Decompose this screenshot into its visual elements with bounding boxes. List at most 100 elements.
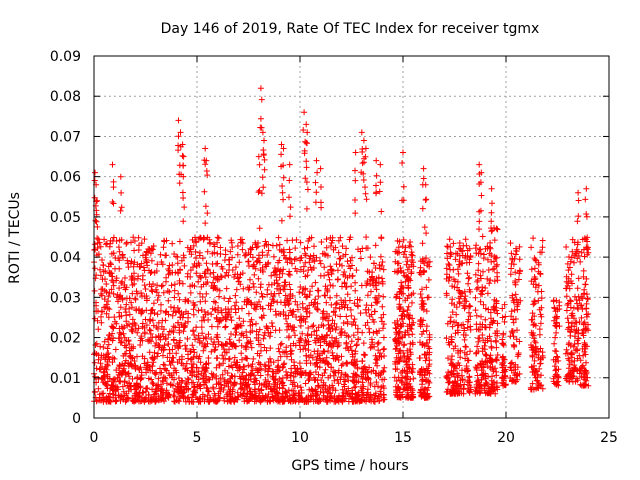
data-point <box>222 323 229 330</box>
data-point <box>537 249 544 256</box>
data-point <box>320 322 327 329</box>
data-point <box>381 364 388 371</box>
data-point <box>269 323 276 330</box>
data-point <box>151 370 158 377</box>
data-point <box>145 375 152 382</box>
data-point <box>202 269 209 275</box>
data-point <box>231 354 238 361</box>
data-point <box>103 289 110 295</box>
data-point <box>407 376 414 383</box>
data-point <box>579 306 586 313</box>
data-point <box>339 392 346 399</box>
data-point <box>570 343 577 350</box>
data-point <box>455 295 462 302</box>
data-point <box>91 265 98 272</box>
data-point <box>564 315 571 322</box>
data-point <box>500 362 507 369</box>
data-point <box>124 322 131 329</box>
data-point <box>274 364 281 371</box>
data-point <box>539 349 546 356</box>
data-point <box>313 157 320 164</box>
data-point <box>185 376 192 383</box>
data-point <box>341 269 348 275</box>
data-point <box>160 394 167 401</box>
data-point <box>155 375 162 382</box>
data-point <box>457 354 464 361</box>
data-point <box>262 376 269 383</box>
data-point <box>202 311 209 318</box>
data-point <box>127 382 134 389</box>
data-point <box>486 244 493 251</box>
x-tick-label: 25 <box>600 430 618 446</box>
data-point <box>315 371 322 378</box>
data-point <box>575 275 582 282</box>
data-point <box>270 376 277 382</box>
data-point <box>216 293 222 300</box>
data-point <box>108 250 115 257</box>
data-point <box>534 384 541 391</box>
data-point <box>317 339 324 346</box>
data-point <box>380 368 387 375</box>
data-point <box>214 331 221 338</box>
data-point <box>247 340 254 347</box>
data-point <box>296 289 303 296</box>
data-point <box>216 316 223 323</box>
data-point <box>141 293 148 300</box>
data-point <box>578 293 585 300</box>
data-point <box>514 371 521 378</box>
data-point <box>261 329 268 336</box>
data-point <box>159 377 166 384</box>
data-point <box>111 314 118 321</box>
data-point <box>332 244 339 251</box>
data-point <box>253 335 260 341</box>
data-point <box>190 306 197 313</box>
data-point <box>287 377 294 384</box>
data-point <box>348 312 355 319</box>
data-point <box>245 362 252 369</box>
data-point <box>528 244 535 251</box>
data-point <box>552 347 558 354</box>
data-point <box>227 398 234 405</box>
data-point <box>287 291 294 298</box>
data-point <box>95 326 102 333</box>
data-point <box>553 381 559 388</box>
data-point <box>193 255 199 262</box>
data-point <box>426 331 433 338</box>
data-point <box>277 341 284 348</box>
data-point <box>373 370 380 377</box>
data-point <box>169 269 176 276</box>
data-point <box>366 397 373 403</box>
data-point <box>302 345 309 352</box>
data-point <box>466 302 473 309</box>
data-point <box>304 140 310 147</box>
data-point <box>134 353 140 360</box>
data-point <box>452 256 459 263</box>
data-point <box>352 177 359 184</box>
data-point <box>331 320 338 327</box>
data-point <box>502 382 509 389</box>
data-point <box>465 275 472 282</box>
data-point <box>313 254 320 261</box>
data-point <box>253 320 259 327</box>
data-point <box>133 381 140 388</box>
data-point <box>342 378 349 385</box>
data-point <box>582 376 588 383</box>
data-point <box>376 265 383 272</box>
data-point <box>361 352 368 359</box>
data-point <box>305 377 312 384</box>
x-tick-label: 5 <box>193 430 202 446</box>
data-point <box>306 386 313 393</box>
data-point <box>204 248 211 255</box>
data-point <box>513 245 519 252</box>
data-point <box>100 344 107 351</box>
data-point <box>417 339 423 346</box>
data-point <box>174 319 181 326</box>
data-point <box>318 184 324 190</box>
data-point <box>233 299 240 306</box>
data-point <box>198 370 205 377</box>
data-point <box>332 326 339 333</box>
data-point <box>219 341 226 348</box>
data-point <box>574 218 581 225</box>
data-point <box>381 376 388 383</box>
data-point <box>343 313 350 320</box>
